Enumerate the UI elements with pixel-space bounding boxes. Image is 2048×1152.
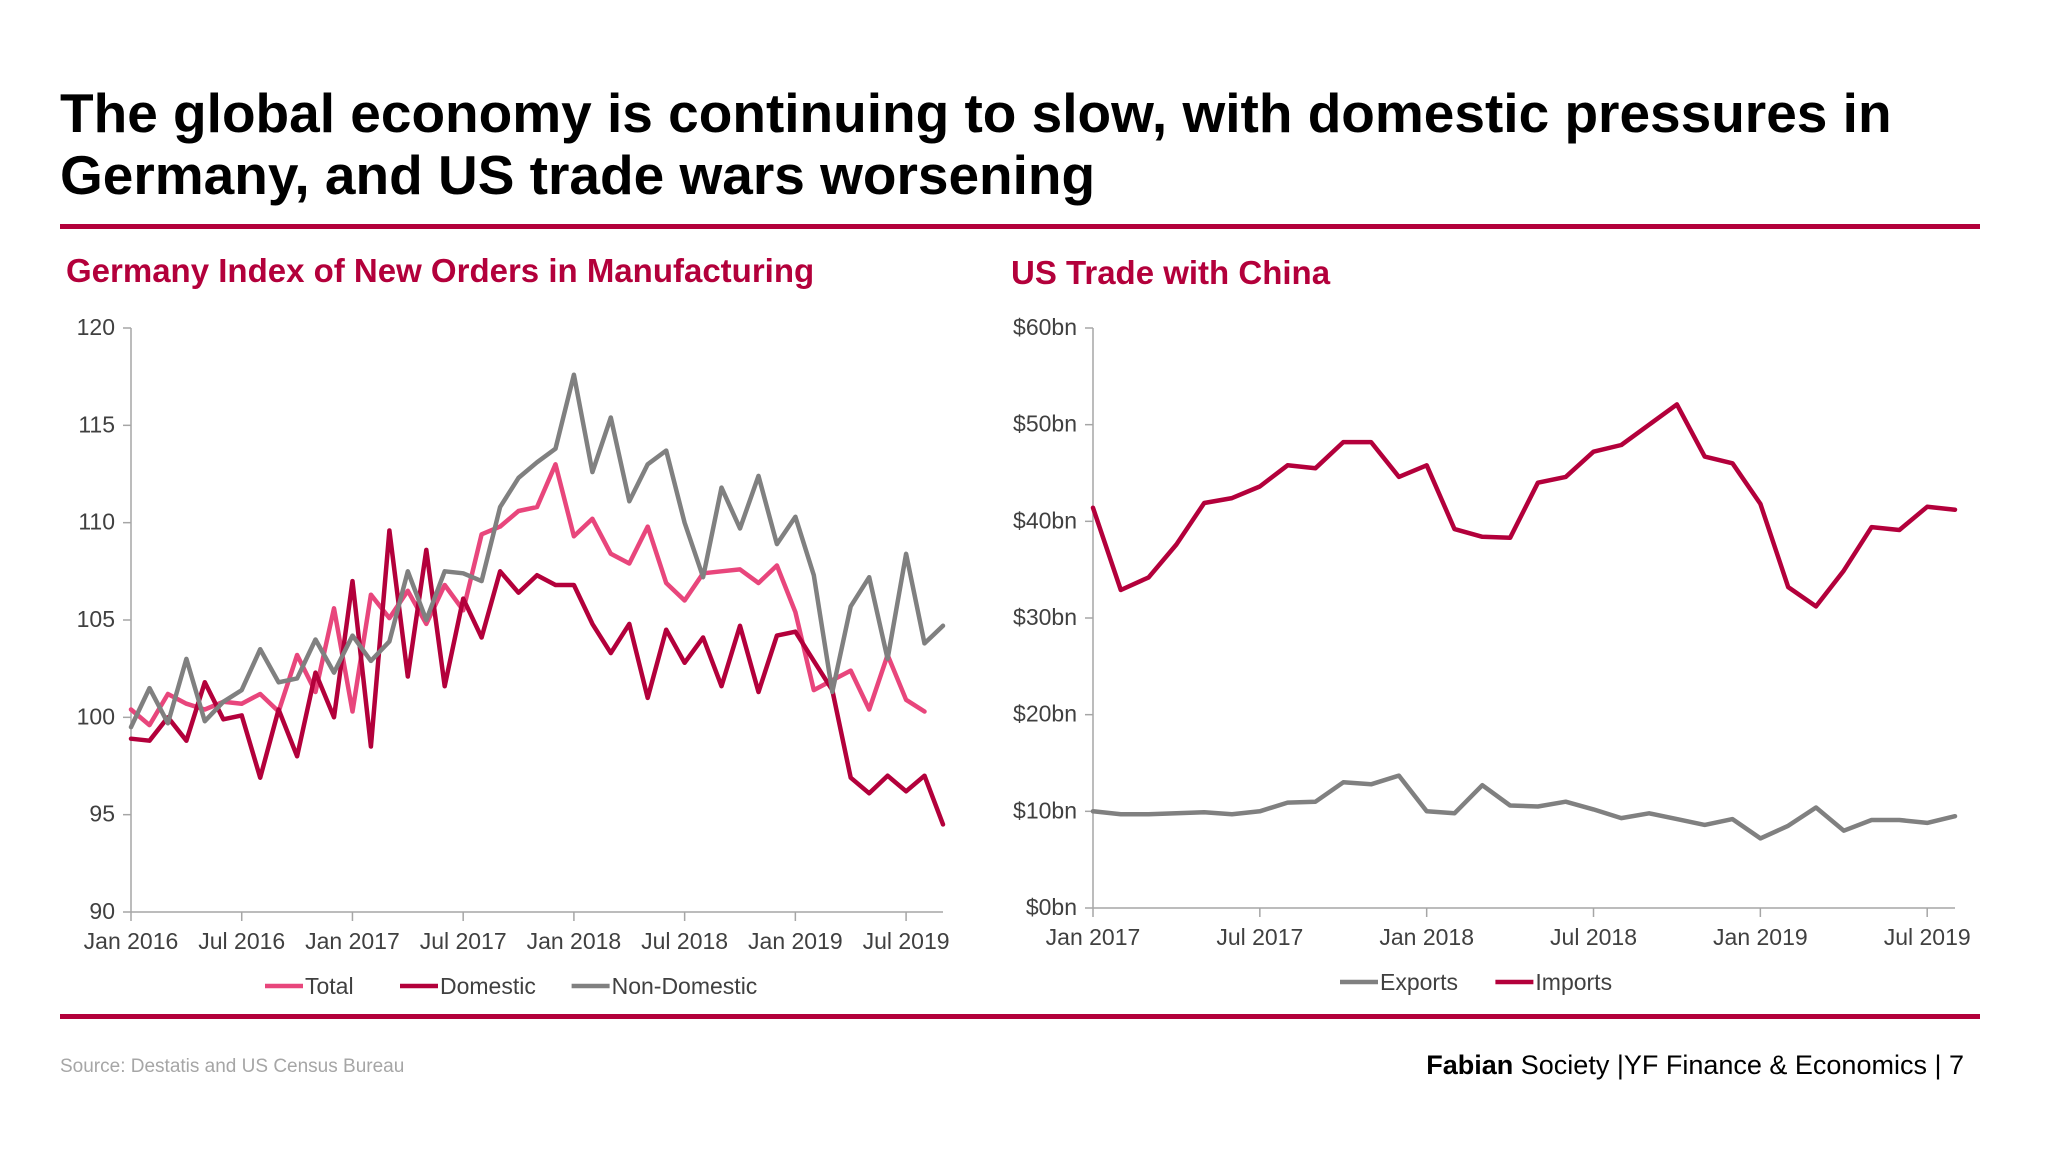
us-trade-x-tick-label: Jul 2018 <box>1550 924 1637 950</box>
germany-y-tick-label: 110 <box>78 509 115 535</box>
us-trade-y-tick-label: $50bn <box>1013 411 1077 437</box>
germany-y-tick-label: 95 <box>89 801 115 827</box>
germany-x-tick-label: Jan 2019 <box>748 928 843 954</box>
germany-x-tick-label: Jan 2016 <box>84 928 179 954</box>
us-china-trade-chart: $60bn $50bn $40bn $30bn $20bn $10bn $0bn Jan 20… <box>1013 314 1971 995</box>
germany-y-tick-label: 120 <box>77 314 115 340</box>
chart-title-us-trade: US Trade with China <box>1011 254 1331 291</box>
germany-x-tick-label: Jul 2018 <box>641 928 728 954</box>
us-trade-y-tick-label: $60bn <box>1013 314 1077 340</box>
footer-brand: Fabian Society |YF Finance & Economics |… <box>1426 1050 1964 1081</box>
germany-x-tick-label: Jul 2016 <box>198 928 285 954</box>
germany-series-domestic <box>128 528 946 827</box>
us-trade-y-tick-label: $20bn <box>1013 701 1077 727</box>
us-trade-y-tick-label: $10bn <box>1013 797 1077 823</box>
germany-y-tick-label: 100 <box>77 703 115 729</box>
us-trade-x-tick-label: Jan 2017 <box>1046 924 1141 950</box>
us-trade-y-tick-label: $30bn <box>1013 604 1077 630</box>
us-trade-y-tick-label: $0bn <box>1026 894 1077 920</box>
germany-legend-label-non-domestic: Non-Domestic <box>612 973 758 999</box>
us-trade-y-tick-label: $40bn <box>1013 507 1077 533</box>
us-trade-legend-label-imports: Imports <box>1535 969 1612 995</box>
germany-y-tick-label: 90 <box>89 898 115 924</box>
germany-y-tick-label: 115 <box>78 411 115 437</box>
germany-series-non-domestic <box>128 372 946 730</box>
germany-legend-label-domestic: Domestic <box>440 973 536 999</box>
us-trade-legend-label-exports: Exports <box>1380 969 1458 995</box>
brand-name-rest: Society |YF Finance & Economics | 7 <box>1513 1050 1964 1080</box>
germany-x-tick-label: Jan 2017 <box>305 928 400 954</box>
bottom-divider <box>60 1014 1980 1019</box>
chart-title-germany: Germany Index of New Orders in Manufactu… <box>66 252 815 289</box>
us-trade-series-exports <box>1090 773 1958 841</box>
source-note: Source: Destatis and US Census Bureau <box>60 1056 405 1077</box>
top-divider <box>60 224 1980 229</box>
us-trade-x-tick-label: Jan 2018 <box>1379 924 1474 950</box>
germany-x-tick-label: Jul 2019 <box>863 928 950 954</box>
us-trade-x-tick-label: Jul 2019 <box>1884 924 1971 950</box>
us-trade-x-tick-label: Jan 2019 <box>1713 924 1808 950</box>
us-trade-x-tick-label: Jul 2017 <box>1216 924 1303 950</box>
us-trade-series-imports <box>1090 402 1958 609</box>
germany-x-tick-label: Jul 2017 <box>420 928 507 954</box>
germany-x-tick-label: Jan 2018 <box>527 928 622 954</box>
brand-name-bold: Fabian <box>1426 1050 1514 1080</box>
germany-y-tick-label: 105 <box>77 606 115 632</box>
germany-legend-label-total: Total <box>305 973 354 999</box>
germany-series-total <box>128 462 927 728</box>
germany-orders-chart: 120 115 110 105 100 95 90 Jan 2016 Jul 2016 Jan 2… <box>77 314 950 999</box>
slide-title: The global economy is continuing to slow… <box>60 82 1892 206</box>
